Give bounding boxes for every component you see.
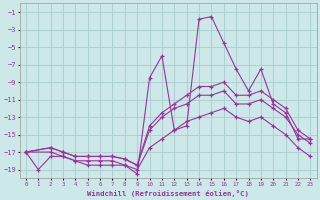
X-axis label: Windchill (Refroidissement éolien,°C): Windchill (Refroidissement éolien,°C) [87,190,249,197]
